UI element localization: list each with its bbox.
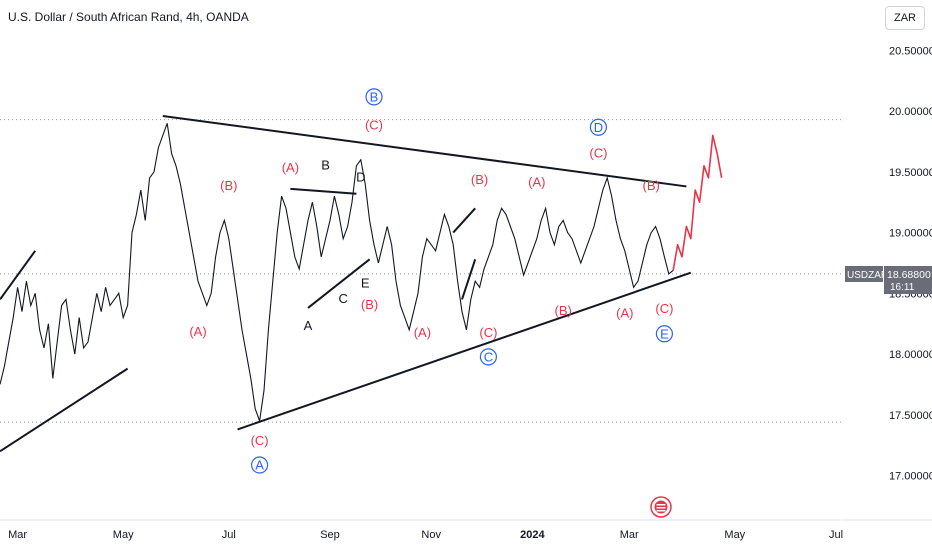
trendline-4 [290,187,357,195]
wave-label: (B) [643,178,660,193]
price-axis: 20.5000020.0000019.5000019.0000018.50000… [889,45,932,482]
wave-label: (B) [220,178,237,193]
price-tag-value: 18.68800 [887,269,931,281]
economic-event-icon[interactable] [650,496,672,518]
x-tick-label: May [113,529,134,541]
wave-label: A [255,457,264,472]
wave-labels: (A)(B)(C)A(A) BDACE(B)(C)B(A)(B)(C)C(A)(B… [189,88,674,474]
wave-label-circle [589,118,608,136]
wave-label: (A) [616,306,633,321]
time-axis: Mar May Jul Sep Nov 2024 Mar May Jul [8,529,843,541]
wave-label: (C) [251,433,269,448]
trendlines [0,114,692,453]
wave-label: (A) [414,325,431,340]
x-tick-label: Mar [620,529,639,541]
projection-line [672,134,723,271]
price-tag-countdown: 16:11 [890,282,915,293]
wave-label: E [361,275,370,290]
trendline-2 [0,367,129,453]
wave-label: (C) [479,325,497,340]
wave-label: (A) [528,174,545,189]
trendline-1 [237,271,692,431]
wave-label: D [356,170,365,185]
trendline-0 [162,114,687,188]
y-tick-label: 20.50000 [889,45,932,57]
wave-label: (C) [655,301,673,316]
trendline-7 [461,259,477,300]
wave-label-circle [251,456,269,474]
horizontal-levels [0,119,842,423]
trendline-3 [0,250,37,300]
x-tick-label: Nov [421,529,441,541]
wave-label: B [370,89,379,104]
wave-label: A [304,318,313,333]
wave-label: (B) [555,303,572,318]
projection-path [672,134,723,271]
x-tick-label: Jul [222,529,236,541]
wave-label: B [321,157,330,172]
wave-label-circle [365,88,383,106]
chart-title: U.S. Dollar / South African Rand, 4h, OA… [8,10,249,24]
y-tick-label: 17.00000 [889,471,932,483]
y-tick-label: 18.00000 [889,349,932,361]
x-tick-label: Sep [320,529,340,541]
x-tick-label: Jul [829,529,843,541]
wave-label-circle [479,348,497,366]
y-tick-label: 20.00000 [889,106,932,118]
price-series [0,123,674,422]
wave-label-circle [655,325,674,343]
wave-label: E [660,326,669,341]
wave-label: (C) [365,117,383,132]
price-tag-symbol-bg [845,266,883,282]
x-tick-label: 2024 [520,529,545,541]
y-tick-label: 19.50000 [889,167,932,179]
wave-label: (C) [589,145,607,160]
series-line-0 [0,123,674,422]
x-tick-label: May [724,529,745,541]
trendline-5 [307,258,371,309]
wave-label: C [484,349,493,364]
currency-selector[interactable]: ZAR [885,6,925,30]
wave-label: C [339,291,348,306]
trendline-6 [452,207,476,234]
wave-label: (B) [361,297,378,312]
wave-label: D [594,120,603,135]
wave-label: (A) [189,324,206,339]
y-tick-label: 19.00000 [889,228,932,240]
wave-label: (B) [471,172,488,187]
price-tag: USDZAR 18.68800 16:11 [845,266,932,294]
y-tick-label: 17.50000 [889,410,932,422]
price-tag-symbol: USDZAR [847,270,888,281]
x-tick-label: Mar [8,529,27,541]
price-tag-value-bg [884,266,932,294]
wave-label: (A) [282,160,299,175]
